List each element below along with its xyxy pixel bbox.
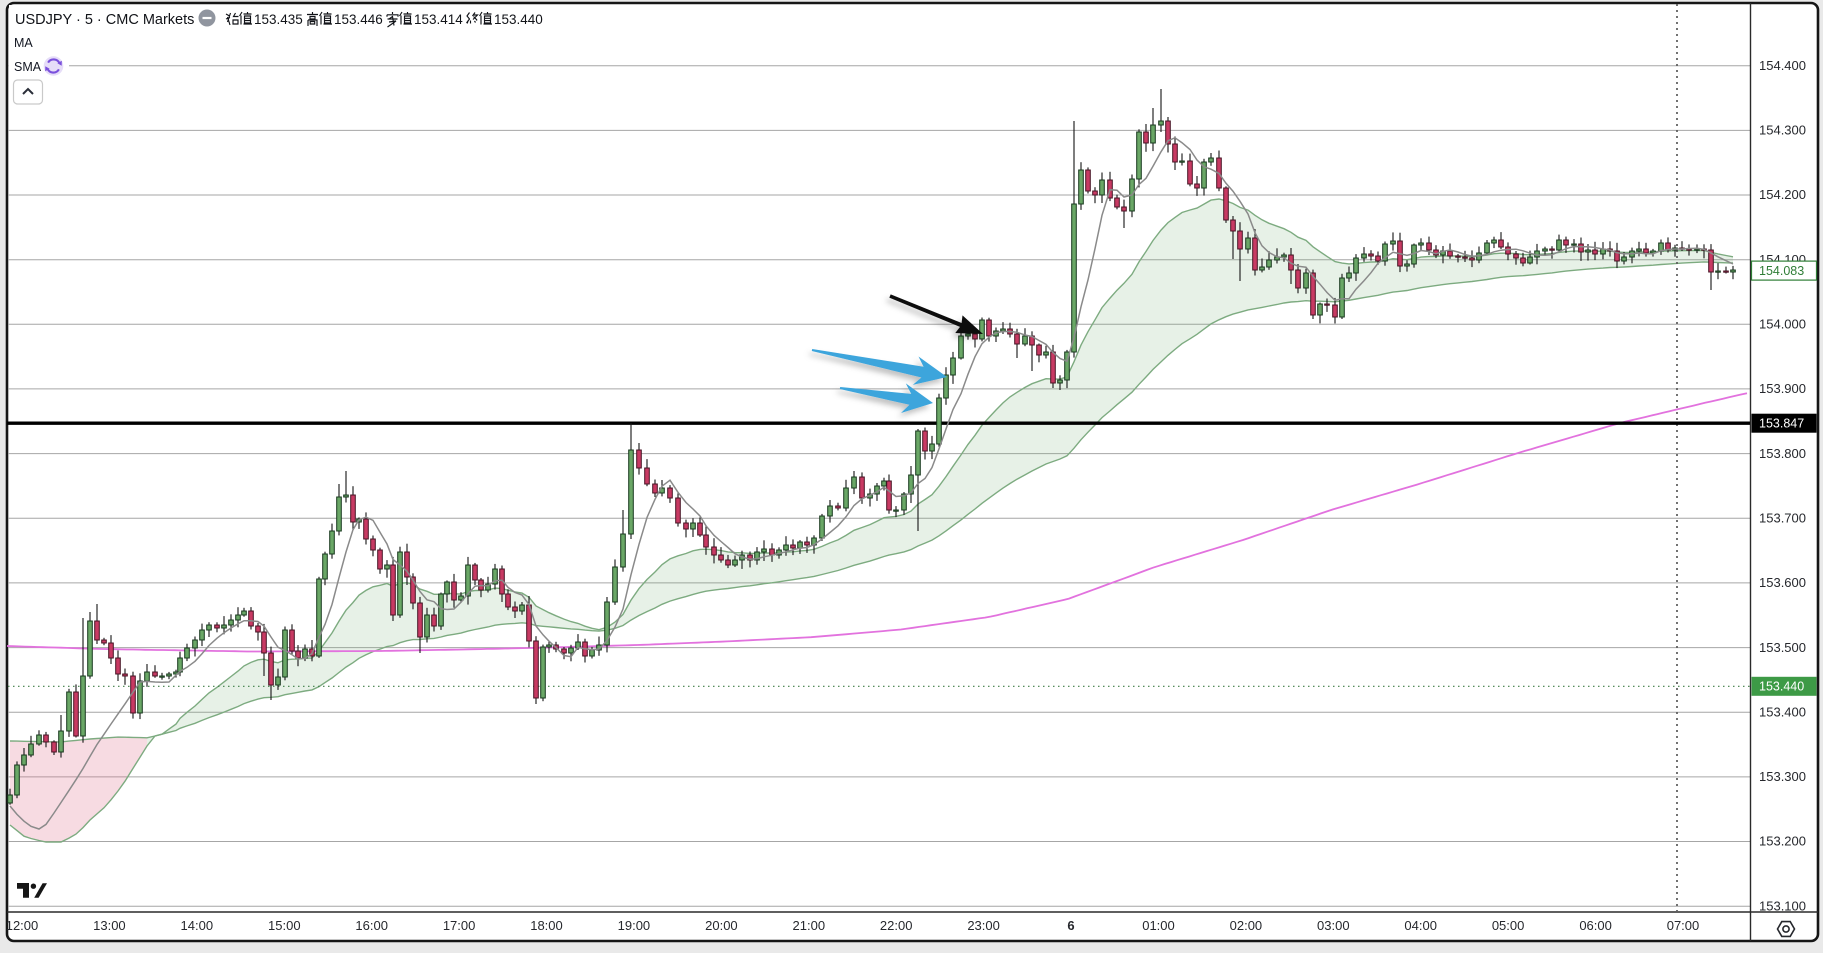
svg-text:15:00: 15:00 xyxy=(268,918,301,933)
svg-text:153.300: 153.300 xyxy=(1759,769,1806,784)
svg-text:14:00: 14:00 xyxy=(181,918,214,933)
svg-text:154.200: 154.200 xyxy=(1759,187,1806,202)
svg-text:02:00: 02:00 xyxy=(1230,918,1263,933)
svg-text:16:00: 16:00 xyxy=(355,918,388,933)
svg-text:153.900: 153.900 xyxy=(1759,381,1806,396)
svg-text:21:00: 21:00 xyxy=(793,918,826,933)
svg-text:SMA: SMA xyxy=(14,60,42,74)
svg-text:153.435: 153.435 xyxy=(254,12,303,27)
svg-text:153.400: 153.400 xyxy=(1759,704,1806,719)
svg-text:18:00: 18:00 xyxy=(530,918,563,933)
svg-text:154.083: 154.083 xyxy=(1759,264,1804,278)
svg-text:153.500: 153.500 xyxy=(1759,640,1806,655)
svg-text:06:00: 06:00 xyxy=(1579,918,1612,933)
svg-text:6: 6 xyxy=(1067,918,1074,933)
svg-text:153.600: 153.600 xyxy=(1759,575,1806,590)
svg-text:01:00: 01:00 xyxy=(1142,918,1175,933)
svg-text:153.200: 153.200 xyxy=(1759,834,1806,849)
svg-text:04:00: 04:00 xyxy=(1404,918,1437,933)
svg-text:154.400: 154.400 xyxy=(1759,58,1806,73)
svg-text:20:00: 20:00 xyxy=(705,918,738,933)
svg-text:13:00: 13:00 xyxy=(93,918,126,933)
svg-text:05:00: 05:00 xyxy=(1492,918,1525,933)
svg-text:153.446: 153.446 xyxy=(334,12,383,27)
svg-text:154.300: 154.300 xyxy=(1759,123,1806,138)
svg-text:07:00: 07:00 xyxy=(1667,918,1700,933)
svg-text:19:00: 19:00 xyxy=(618,918,651,933)
svg-text:03:00: 03:00 xyxy=(1317,918,1350,933)
svg-text:154.000: 154.000 xyxy=(1759,317,1806,332)
svg-text:23:00: 23:00 xyxy=(967,918,1000,933)
svg-text:USDJPY · 5 · CMC Markets: USDJPY · 5 · CMC Markets xyxy=(15,12,194,28)
svg-text:153.440: 153.440 xyxy=(494,12,543,27)
svg-text:153.100: 153.100 xyxy=(1759,898,1806,913)
svg-text:153.700: 153.700 xyxy=(1759,511,1806,526)
svg-text:22:00: 22:00 xyxy=(880,918,913,933)
svg-text:12:00: 12:00 xyxy=(6,918,39,933)
svg-text:153.414: 153.414 xyxy=(414,12,463,27)
svg-text:153.800: 153.800 xyxy=(1759,446,1806,461)
svg-text:17:00: 17:00 xyxy=(443,918,476,933)
svg-text:153.847: 153.847 xyxy=(1759,417,1804,431)
svg-text:MA: MA xyxy=(14,36,33,50)
svg-text:153.440: 153.440 xyxy=(1759,680,1804,694)
